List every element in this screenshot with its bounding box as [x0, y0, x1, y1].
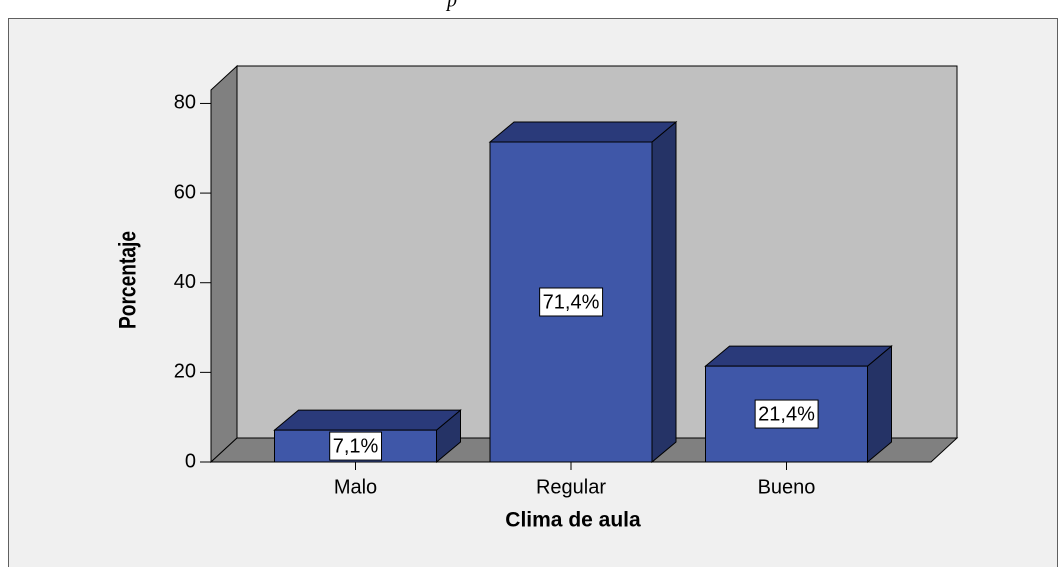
bar-top	[488, 121, 678, 143]
x-tick-label: Regular	[536, 476, 606, 498]
y-tick-label: 20	[174, 361, 196, 383]
y-tick-label: 60	[174, 181, 196, 203]
left-wall	[210, 64, 238, 464]
y-tick-label: 0	[185, 450, 196, 472]
value-label-box	[754, 399, 819, 429]
bar-side	[651, 120, 677, 464]
y-axis-title: Porcentaje	[113, 231, 141, 329]
value-label: 21,4%	[758, 403, 815, 425]
value-label: 7,1%	[333, 435, 379, 457]
caption-fragment: p	[445, 0, 457, 12]
bar-top	[273, 409, 462, 431]
bar-top	[704, 345, 893, 367]
bar	[704, 345, 893, 464]
y-tick-label: 40	[174, 271, 196, 293]
y-tick-label: 80	[174, 92, 196, 114]
value-label-box	[329, 431, 383, 461]
bar	[273, 409, 462, 464]
x-axis-title: Clima de aula	[505, 509, 641, 532]
value-label: 71,4%	[543, 291, 600, 313]
x-tick-label: Malo	[334, 476, 377, 498]
value-label-box	[539, 287, 604, 317]
x-tick-label: Bueno	[758, 476, 816, 498]
